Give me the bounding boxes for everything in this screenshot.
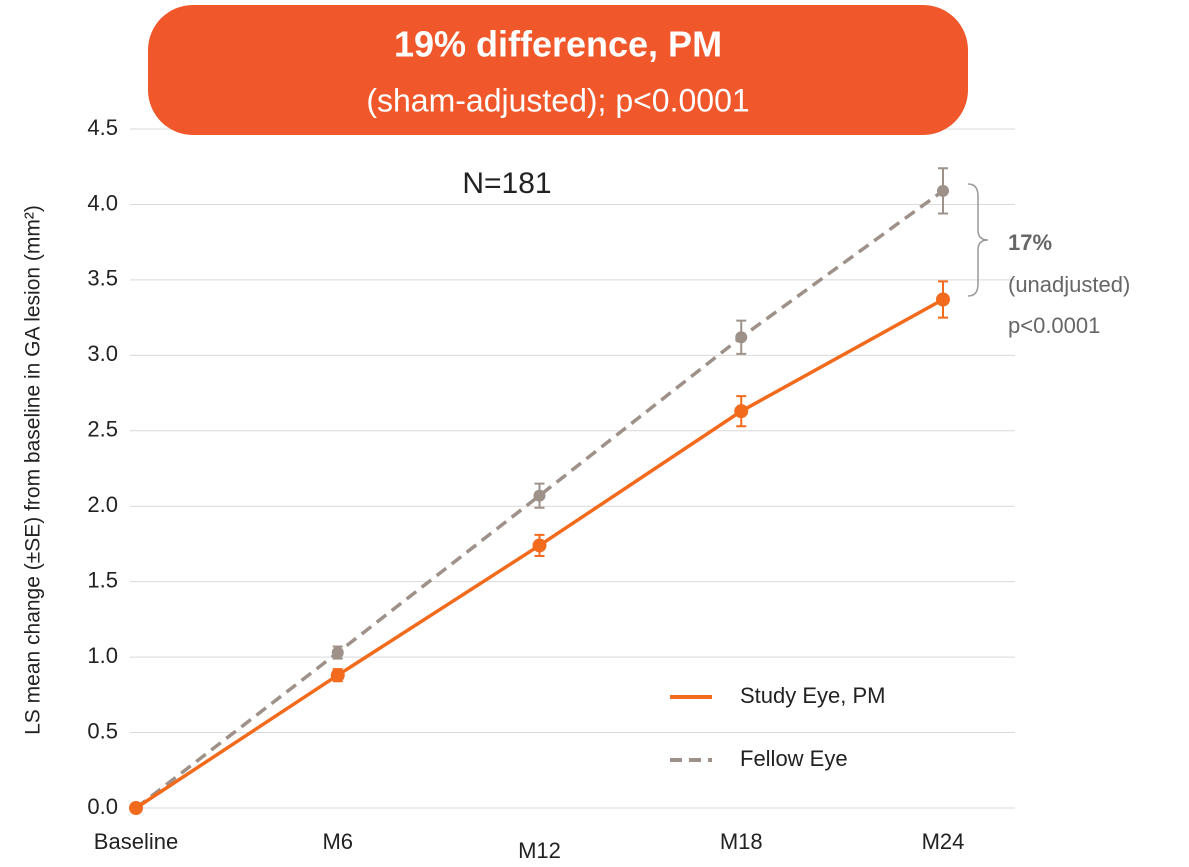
y-axis-label: LS mean change (±SE) from baseline in GA… bbox=[22, 205, 45, 735]
marker bbox=[129, 801, 143, 815]
y-tick-label: 3.5 bbox=[87, 266, 118, 291]
marker bbox=[331, 646, 344, 659]
annotation: 17% bbox=[1008, 230, 1052, 255]
annotation: p<0.0001 bbox=[1008, 313, 1100, 338]
x-tick-label: M24 bbox=[922, 829, 965, 854]
x-tick-label: Baseline bbox=[94, 829, 178, 854]
marker bbox=[533, 489, 546, 502]
y-tick-label: 1.5 bbox=[87, 567, 118, 592]
y-tick-label: 0.5 bbox=[87, 718, 118, 743]
y-tick-label: 4.0 bbox=[87, 190, 118, 215]
marker bbox=[936, 292, 950, 307]
legend-label: Fellow Eye bbox=[740, 746, 848, 771]
marker bbox=[735, 331, 748, 344]
title-box bbox=[148, 5, 968, 135]
y-tick-label: 2.0 bbox=[87, 492, 118, 517]
marker bbox=[330, 668, 345, 683]
y-tick-label: 0.0 bbox=[87, 794, 118, 819]
marker bbox=[937, 184, 949, 197]
y-tick-label: 3.0 bbox=[87, 341, 118, 366]
x-tick-label: M6 bbox=[322, 829, 353, 854]
y-tick-label: 1.0 bbox=[87, 643, 118, 668]
marker bbox=[532, 538, 547, 553]
marker bbox=[734, 404, 749, 419]
x-tick-label: M18 bbox=[720, 829, 763, 854]
chart-title: 19% difference, PM bbox=[394, 24, 722, 65]
chart-subtitle: (sham-adjusted); p<0.0001 bbox=[366, 82, 749, 118]
annotation: (unadjusted) bbox=[1008, 272, 1130, 297]
annotation: N=181 bbox=[462, 167, 551, 200]
y-tick-label: 4.5 bbox=[87, 115, 118, 140]
bracket bbox=[967, 183, 989, 297]
y-tick-label: 2.5 bbox=[87, 417, 118, 442]
legend-label: Study Eye, PM bbox=[740, 683, 886, 708]
x-tick-label: M12 bbox=[518, 838, 561, 863]
